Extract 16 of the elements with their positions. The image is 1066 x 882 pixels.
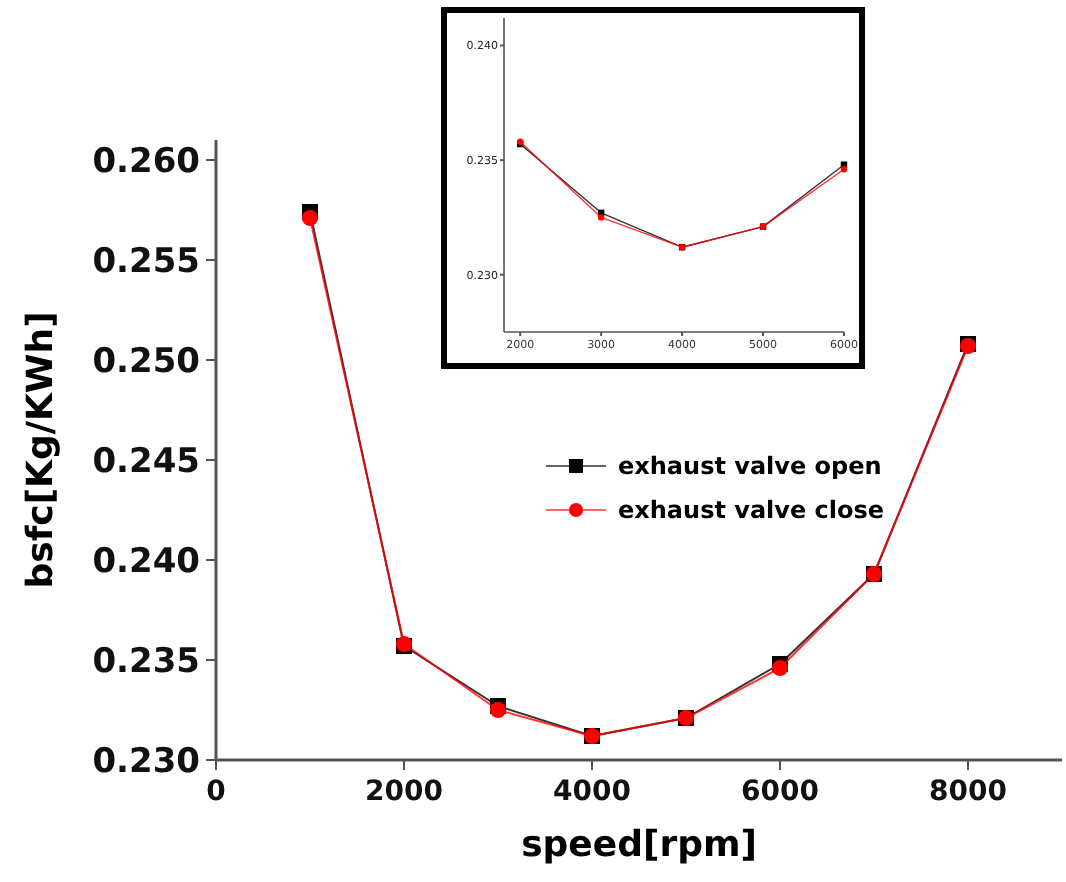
x-tick-label: 4000 — [553, 776, 632, 808]
y-tick-label: 0.245 — [92, 441, 200, 482]
x-tick-label: 8000 — [929, 776, 1008, 808]
y-tick-label: 0.240 — [92, 541, 201, 582]
legend-label: exhaust valve close — [618, 496, 885, 525]
y-tick-label: 0.260 — [92, 141, 201, 182]
x-tick-label: 0 — [206, 776, 227, 808]
x-axis-title: speed[rpm] — [521, 824, 757, 866]
y-tick-label: 0.250 — [92, 341, 201, 382]
x-tick-label: 2000 — [365, 776, 444, 808]
y-tick-label: 0.235 — [92, 641, 200, 682]
y-tick-label: 0.255 — [92, 241, 200, 282]
y-tick-label: 0.230 — [92, 741, 201, 782]
x-tick-label: 6000 — [741, 776, 820, 808]
legend-label: exhaust valve open — [618, 452, 882, 481]
y-axis-title: bsfc[Kg/KWh] — [20, 311, 62, 589]
